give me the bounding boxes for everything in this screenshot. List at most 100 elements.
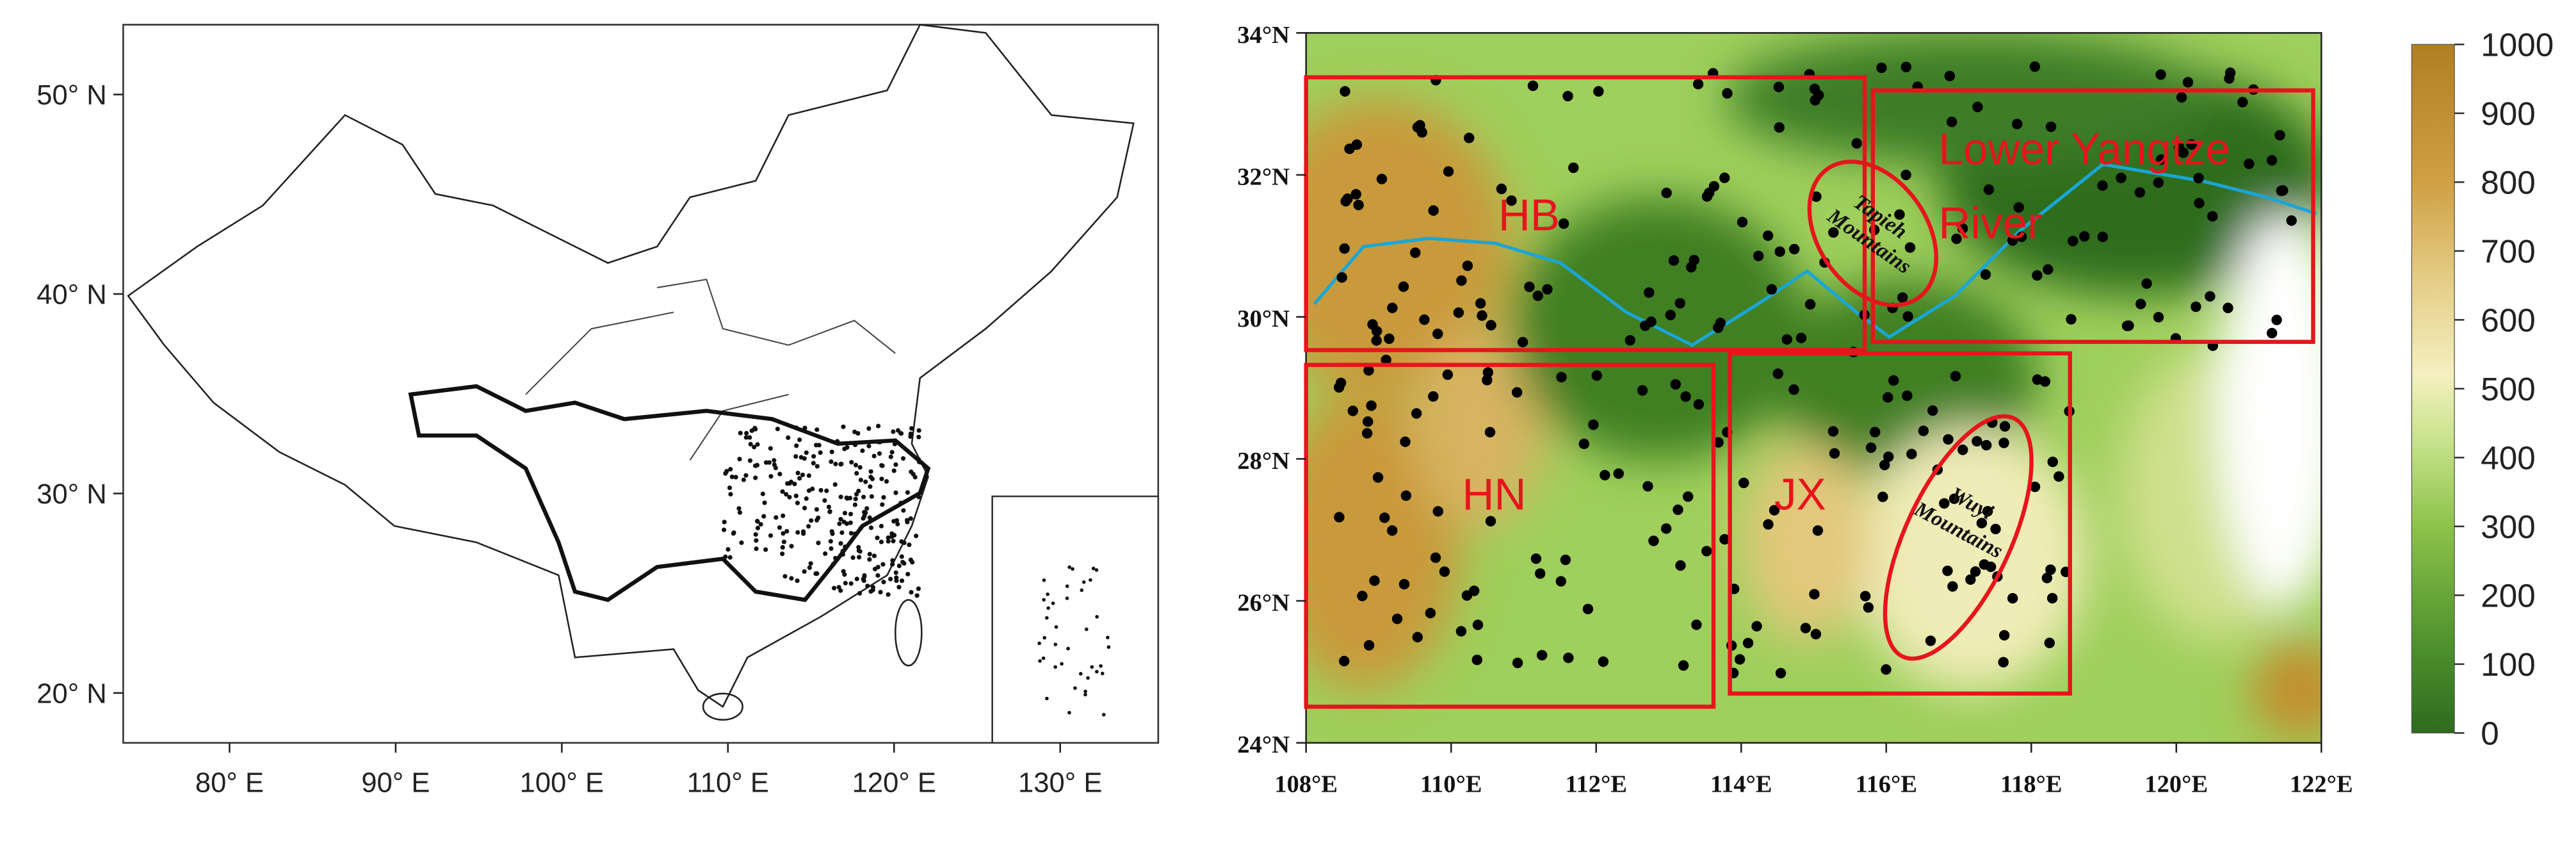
station-dot [1668, 255, 1680, 266]
station-dot [875, 573, 880, 578]
station-dot [1851, 138, 1862, 149]
station-dot [1781, 334, 1792, 345]
station-dot [857, 465, 863, 470]
y-tick-label: 50° N [36, 80, 107, 111]
station-dot [835, 439, 840, 444]
station-dot [2153, 177, 2164, 188]
station-dot [802, 505, 807, 510]
colorbar-tick-label: 900 [2481, 95, 2536, 132]
station-dot [1881, 664, 1891, 675]
station-dot [1347, 405, 1358, 416]
station-dot [877, 451, 882, 456]
station-dot [1713, 437, 1724, 448]
china-outline [127, 24, 1135, 708]
station-dot [2039, 376, 2051, 387]
station-dot [1456, 275, 1467, 286]
station-dot [1379, 512, 1390, 523]
station-dot [794, 443, 799, 448]
station-dot [1829, 448, 1840, 459]
station-dot [802, 569, 807, 574]
station-dot [829, 449, 834, 455]
station-dot [1045, 696, 1049, 701]
station-dot [1692, 79, 1704, 90]
station-dot [1527, 80, 1539, 92]
station-dot [1453, 307, 1464, 318]
station-dot [1670, 379, 1681, 390]
region-label: JX [1774, 469, 1826, 519]
station-dot [1965, 574, 1976, 585]
station-dot [823, 551, 828, 556]
station-dot [763, 460, 769, 465]
station-dot [914, 593, 919, 598]
station-dot [1037, 641, 1041, 646]
x-tick-label: 114°E [1710, 771, 1772, 798]
station-dot [780, 489, 785, 494]
station-dot [900, 559, 905, 565]
station-dot [2135, 298, 2146, 309]
station-dot [868, 475, 873, 480]
station-dot [754, 538, 759, 543]
station-dot [878, 589, 883, 595]
station-dot [827, 509, 832, 514]
hb-box [1304, 75, 1867, 352]
station-dot [891, 468, 896, 473]
station-dot [852, 502, 858, 507]
station-dot [1769, 505, 1780, 516]
x-tick-label: 118°E [2000, 771, 2062, 798]
station-dot [837, 521, 842, 527]
station-dot [747, 458, 753, 463]
station-dot [1334, 512, 1345, 523]
station-dot [907, 542, 912, 548]
station-dot [1582, 603, 1594, 614]
station-dot [1439, 566, 1450, 577]
station-dot [896, 585, 902, 590]
station-dot [858, 477, 864, 482]
region-label: Lower Yangtze [1939, 124, 2231, 174]
station-dot [736, 506, 741, 511]
station-dot [833, 555, 838, 561]
station-dot [1950, 371, 1961, 382]
station-dot [1972, 101, 1983, 113]
station-dot [908, 516, 913, 521]
y-tick-label: 30° N [36, 479, 107, 510]
station-dot [1943, 434, 1954, 445]
station-dot [2043, 264, 2054, 275]
station-dot [879, 462, 884, 468]
station-dot [1637, 385, 1648, 396]
lower-yangtze-box [1870, 88, 2315, 344]
station-dot [800, 472, 806, 478]
station-dot [731, 531, 736, 536]
station-dot [1703, 187, 1715, 199]
station-dot [1568, 162, 1579, 174]
station-dot [1897, 292, 1908, 303]
x-tick-label: 112°E [1565, 771, 1627, 798]
station-dot [1942, 565, 1953, 576]
station-dot [1339, 243, 1350, 254]
station-dot [811, 461, 816, 466]
station-dot [2046, 592, 2058, 604]
x-tick-label: 108°E [1274, 771, 1338, 798]
y-tick-label: 40° N [36, 279, 107, 310]
station-dot [1536, 649, 1548, 661]
station-dot [896, 563, 902, 569]
station-dot [814, 427, 820, 432]
station-dot [1387, 525, 1398, 536]
station-dot [787, 494, 792, 500]
station-dot [1486, 320, 1496, 331]
jx-box [1728, 351, 2072, 696]
station-dot [1411, 408, 1422, 419]
station-dot [785, 481, 790, 486]
station-dot [1363, 416, 1373, 427]
taiwan [895, 599, 923, 667]
station-dot [810, 486, 815, 491]
station-dot [1384, 333, 1395, 345]
station-dot [1642, 480, 1653, 492]
station-dot [1753, 250, 1764, 261]
colorbar-tick-label: 500 [2481, 371, 2536, 407]
station-dot [1412, 632, 1423, 642]
station-dot [1773, 81, 1785, 93]
station-dot [768, 533, 774, 538]
station-dot [848, 581, 854, 586]
colorbar-tick-label: 300 [2481, 509, 2536, 545]
